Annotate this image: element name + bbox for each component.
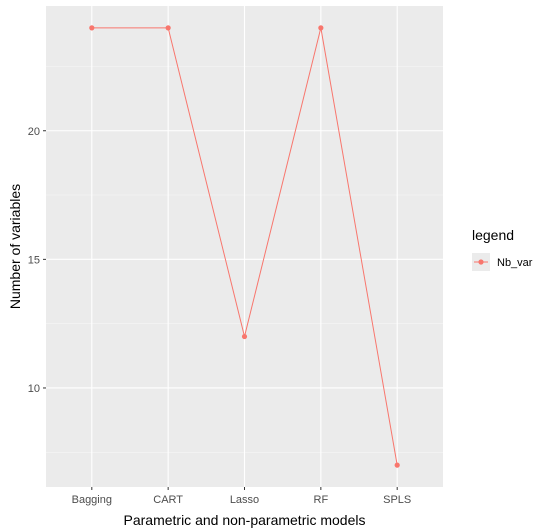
y-tick-label: 10 bbox=[28, 383, 40, 395]
series-layer bbox=[89, 25, 400, 468]
data-point bbox=[241, 333, 248, 340]
y-tick-label: 15 bbox=[28, 254, 40, 266]
data-point bbox=[318, 25, 324, 31]
y-axis-title: Number of variables bbox=[7, 184, 23, 309]
legend-key-point bbox=[478, 259, 484, 265]
data-point bbox=[89, 25, 95, 31]
x-axis-title: Parametric and non-parametric models bbox=[124, 512, 366, 528]
x-tick-label: CART bbox=[153, 494, 183, 506]
x-tick-label: RF bbox=[314, 494, 329, 506]
x-axis: Bagging CART Lasso RF SPLS bbox=[72, 487, 411, 506]
legend-label: Nb_var bbox=[497, 257, 533, 269]
x-tick-label: Lasso bbox=[230, 494, 259, 506]
legend-title: legend bbox=[472, 227, 514, 243]
x-tick-label: Bagging bbox=[72, 494, 112, 506]
data-point bbox=[165, 25, 171, 31]
major-gridlines bbox=[46, 6, 443, 487]
legend: legend Nb_var bbox=[472, 227, 533, 271]
data-point bbox=[394, 462, 400, 468]
x-tick-label: SPLS bbox=[383, 494, 411, 506]
y-tick-label: 20 bbox=[28, 126, 40, 138]
y-axis: 10 15 20 bbox=[28, 126, 46, 395]
